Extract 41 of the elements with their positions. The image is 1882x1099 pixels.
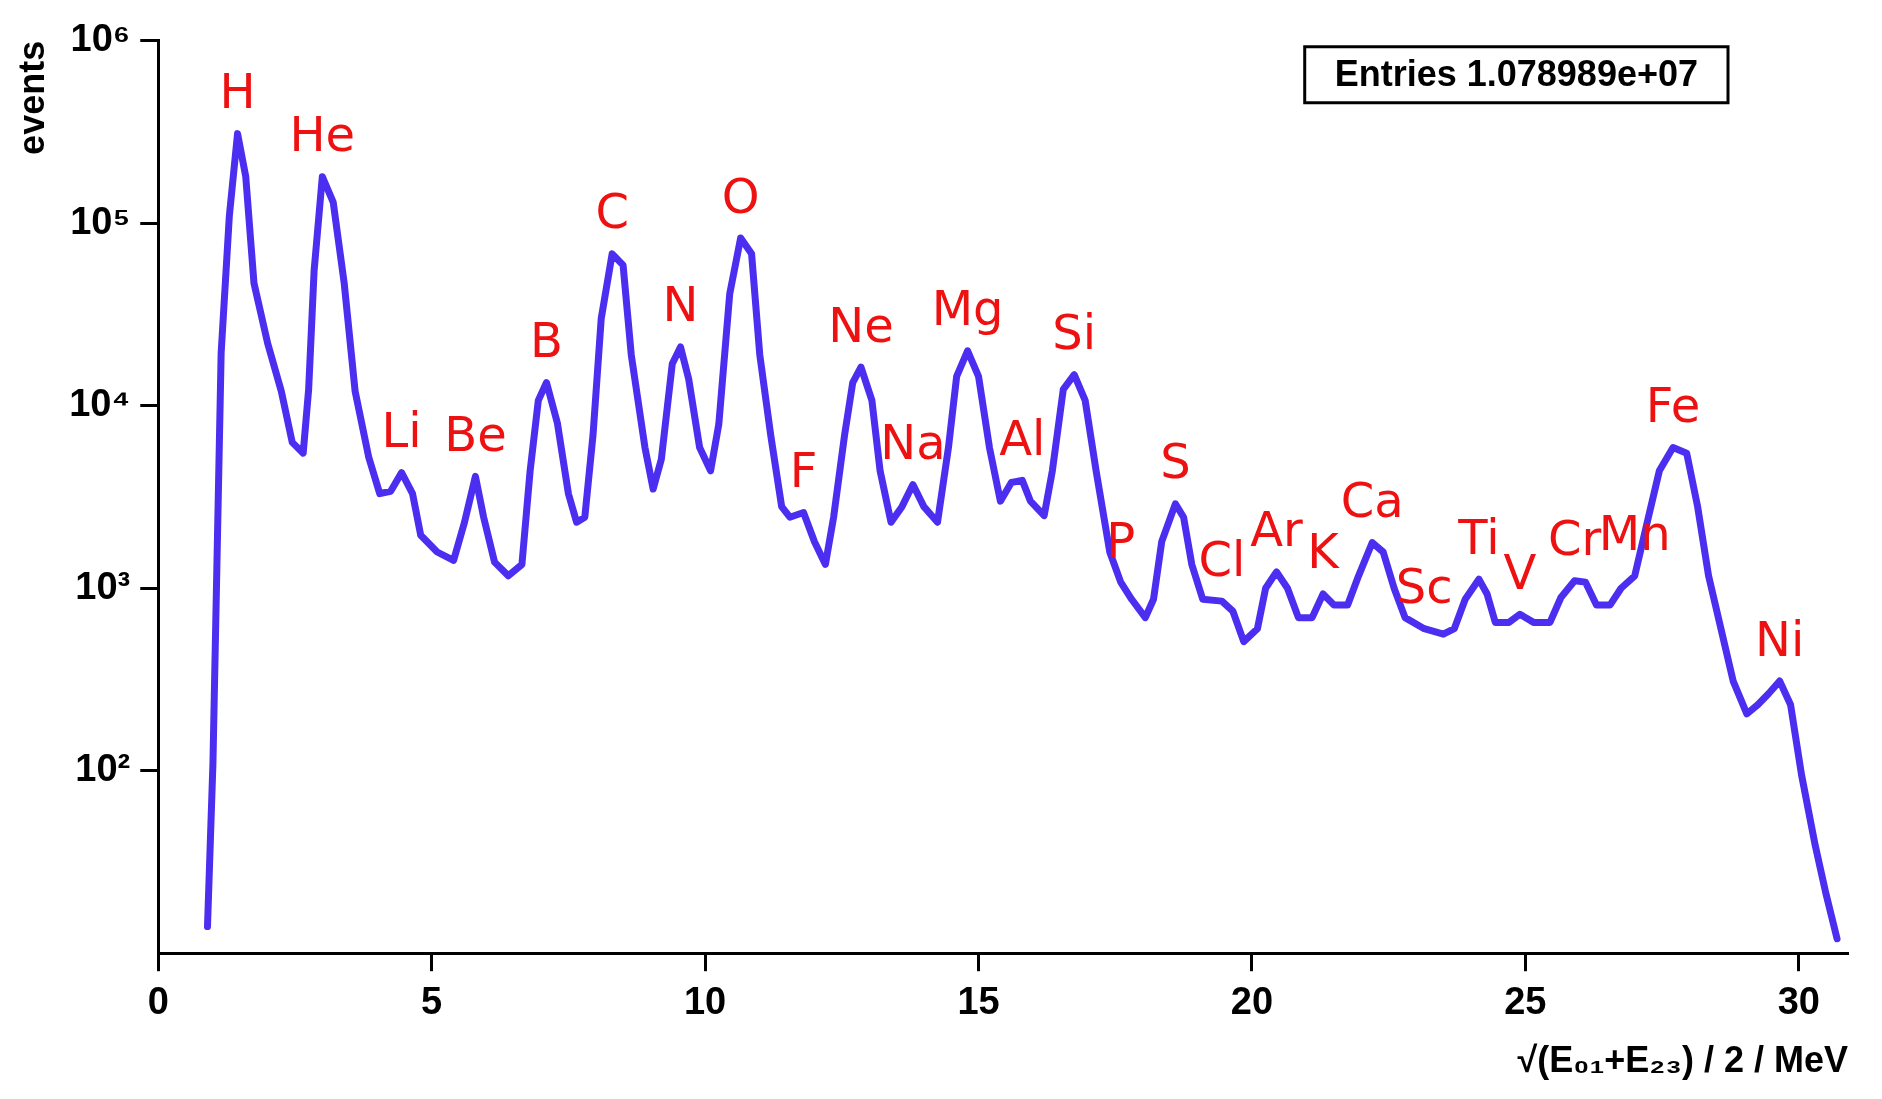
x-tick-label: 20: [1230, 980, 1274, 1023]
annotation: H: [219, 63, 256, 120]
y-axis-title: events: [10, 40, 52, 155]
annotation: Fe: [1645, 377, 1701, 434]
annotation: Cl: [1198, 530, 1246, 587]
x-tick-label: 10: [683, 980, 727, 1023]
y-tick-label: 10⁶: [70, 17, 131, 60]
annotation: Be: [444, 405, 507, 462]
annotation: Entries 1.078989e+07: [1334, 52, 1698, 94]
x-tick-label: 15: [957, 980, 1000, 1023]
x-axis-title: √(E₀₁+E₂₃) / 2 / MeV: [1517, 1039, 1848, 1081]
annotation: O: [721, 167, 760, 224]
annotation: Mg: [931, 280, 1004, 337]
x-tick-label: 5: [421, 980, 443, 1023]
y-tick-label: 10³: [75, 564, 131, 607]
annotation: Ti: [1457, 508, 1500, 565]
annotation: B: [530, 312, 563, 369]
annotation: K: [1307, 523, 1341, 580]
y-tick-label: 10²: [75, 747, 131, 790]
annotation: Ne: [828, 296, 894, 353]
annotation: Na: [880, 414, 946, 471]
annotation: He: [289, 106, 356, 163]
annotation: Ca: [1340, 472, 1404, 529]
x-tick-label: 25: [1504, 980, 1547, 1023]
x-tick-label: 30: [1777, 980, 1820, 1023]
annotation: Ar: [1250, 501, 1304, 558]
annotation: P: [1106, 511, 1136, 568]
annotation: Ni: [1755, 610, 1805, 667]
annotation: N: [662, 276, 699, 333]
annotation: V: [1503, 543, 1537, 600]
annotation: Si: [1052, 304, 1097, 361]
annotation: Li: [381, 402, 422, 459]
annotation: Al: [999, 409, 1046, 466]
annotation: Sc: [1395, 558, 1453, 615]
annotation: F: [789, 441, 818, 498]
x-tick-label: 0: [147, 980, 169, 1023]
annotation: C: [595, 183, 629, 240]
y-tick-label: 10⁴: [69, 382, 131, 425]
y-tick-label: 10⁵: [70, 199, 131, 242]
annotation: Cr: [1547, 510, 1602, 567]
annotation: S: [1160, 433, 1191, 490]
